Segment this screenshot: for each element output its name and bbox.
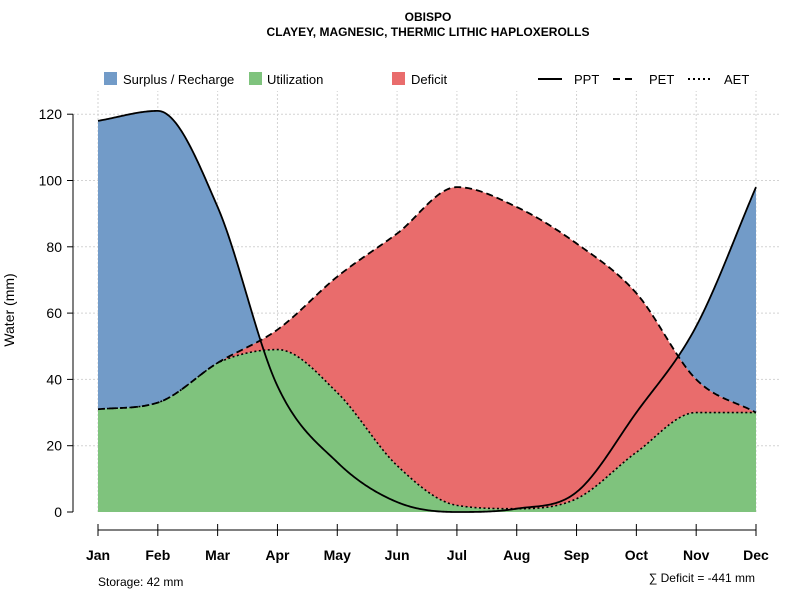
y-axis: 0 20 40 60 80 100 120	[39, 106, 74, 520]
legend-label-aet: AET	[724, 72, 749, 87]
x-tick-label: Nov	[683, 547, 710, 563]
area-layers	[98, 110, 756, 512]
utilization-area	[98, 349, 756, 512]
x-tick-label: Jul	[447, 547, 467, 563]
legend-label-deficit: Deficit	[411, 72, 448, 87]
chart-title: OBISPO	[405, 10, 452, 24]
y-tick-label: 40	[46, 371, 62, 387]
x-tick-label: Apr	[265, 547, 290, 563]
legend: Surplus / Recharge Utilization Deficit P…	[104, 72, 749, 87]
y-tick-label: 20	[46, 438, 62, 454]
x-tick-label: May	[324, 547, 351, 563]
surplus-area	[98, 110, 756, 413]
y-tick-label: 120	[39, 106, 63, 122]
legend-swatch-deficit	[392, 72, 405, 85]
y-tick-label: 0	[54, 504, 62, 520]
x-tick-label: Jan	[86, 547, 110, 563]
pet-line	[97, 186, 757, 414]
legend-swatch-surplus	[104, 72, 117, 85]
legend-swatch-utilization	[249, 72, 262, 85]
deficit-area	[98, 187, 756, 509]
series-lines	[97, 109, 757, 513]
y-axis-title: Water (mm)	[1, 273, 17, 346]
x-tick-label: Aug	[503, 547, 530, 563]
y-tick-label: 80	[46, 239, 62, 255]
legend-label-surplus: Surplus / Recharge	[123, 72, 234, 87]
ppt-line	[97, 109, 757, 513]
chart-subtitle: CLAYEY, MAGNESIC, THERMIC LITHIC HAPLOXE…	[267, 25, 590, 39]
x-tick-label: Feb	[145, 547, 170, 563]
x-tick-label: Jun	[385, 547, 410, 563]
x-tick-label: Oct	[625, 547, 649, 563]
x-tick-label: Mar	[205, 547, 230, 563]
legend-label-ppt: PPT	[574, 72, 599, 87]
legend-label-utilization: Utilization	[267, 72, 323, 87]
deficit-note: ∑ Deficit = -441 mm	[649, 571, 755, 585]
x-tick-label: Dec	[743, 547, 769, 563]
storage-note: Storage: 42 mm	[98, 575, 183, 589]
y-tick-label: 60	[46, 305, 62, 321]
x-tick-label: Sep	[564, 547, 590, 563]
legend-label-pet: PET	[649, 72, 674, 87]
y-tick-label: 100	[39, 173, 63, 189]
x-axis: Jan Feb Mar Apr May Jun Jul Aug Sep Oct Nov Dec	[86, 524, 769, 563]
